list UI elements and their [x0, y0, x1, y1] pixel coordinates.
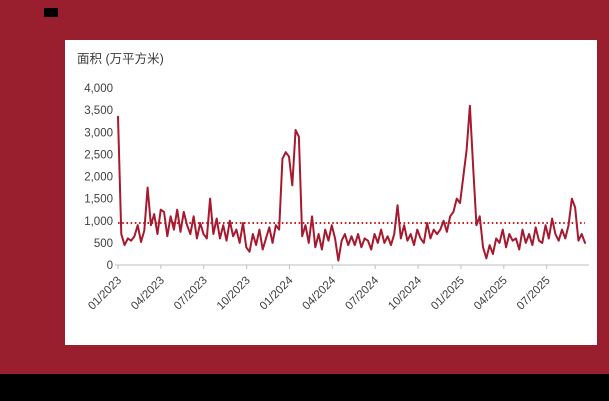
x-axis-tick-label: 01/2023 — [86, 275, 124, 313]
x-axis-tick-label: 04/2025 — [472, 275, 510, 313]
chart-axis-title: 面积 (万平方米) — [77, 52, 164, 66]
x-axis-tick-label: 07/2023 — [172, 275, 210, 313]
y-axis-tick-label: 3,000 — [84, 127, 113, 139]
x-axis-tick-label: 01/2024 — [258, 274, 296, 312]
x-axis-tick-label: 04/2023 — [129, 275, 167, 313]
y-axis-tick-label: 3,500 — [84, 105, 113, 117]
y-axis-tick-label: 2,500 — [84, 149, 113, 161]
line-chart: 0 500 1,000 1,500 2,000 2,500 3,000 3,500 4,000 0… — [84, 83, 589, 313]
y-axis-tick-label: 500 — [94, 238, 113, 250]
x-axis-tick-label: 04/2024 — [301, 274, 339, 312]
y-axis-tick-label: 0 — [107, 260, 113, 272]
y-axis-tick-label: 2,000 — [84, 172, 113, 184]
chart-panel: 面积 (万平方米) 0 500 1,000 1,500 2,000 2,500 3,000 3… — [65, 40, 597, 345]
y-axis-tick-label: 1,000 — [84, 216, 113, 228]
series-line — [117, 104, 586, 262]
x-axis-tick-label: 10/2023 — [215, 275, 253, 313]
x-axis-tick-label: 07/2025 — [515, 275, 553, 313]
y-axis-tick-label: 1,500 — [84, 194, 113, 206]
x-axis-tick-label: 01/2025 — [429, 275, 467, 313]
x-axis-tick-label: 10/2024 — [386, 274, 424, 312]
bottom-black-bar — [0, 374, 609, 401]
x-axis-tick-label: 07/2024 — [343, 274, 381, 312]
top-left-black-mark — [44, 8, 58, 17]
y-axis-tick-label: 4,000 — [84, 83, 113, 95]
